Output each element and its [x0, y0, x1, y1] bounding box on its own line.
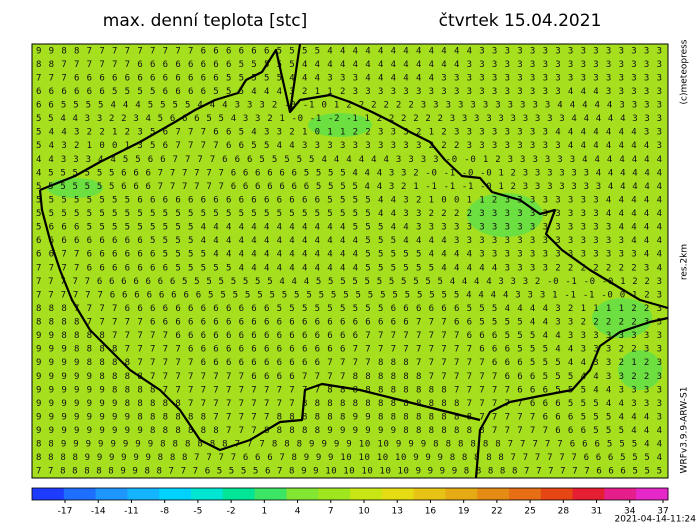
value-row: 8 8 8 7 7 7 7 6 6 6 6 6 6 6 6 6 6 6 6 5 …: [36, 304, 662, 314]
value-row: 7 7 7 6 6 6 6 6 6 6 6 6 6 6 6 5 5 5 5 5 …: [36, 73, 662, 83]
colorbar-segment: [572, 488, 605, 500]
value-row: 8 8 9 9 9 9 9 9 9 9 8 8 8 8 8 8 7 7 7 8 …: [36, 440, 662, 450]
value-row: 9 9 9 8 8 8 8 7 7 7 7 7 6 6 6 6 6 6 6 6 …: [36, 345, 662, 355]
value-row: 8 8 7 7 7 7 7 7 6 6 6 6 6 6 6 6 5 5 5 5 …: [36, 60, 662, 70]
country-border: [38, 43, 669, 479]
colorbar-tick-label: 13: [391, 507, 402, 517]
colorbar-segment: [254, 488, 287, 500]
map-date: čtvrtek 15.04.2021: [439, 11, 602, 31]
colorbar-tick-label: 28: [558, 507, 570, 517]
cold-area: [47, 178, 103, 198]
value-row: 5 6 6 6 5 5 5 5 5 5 5 5 5 4 4 4 4 4 4 4 …: [36, 223, 662, 233]
model-label: WRFv3.9.9-ARW-S1: [680, 387, 690, 474]
colorbar-tick-label: 16: [425, 507, 437, 517]
value-row: 5 4 4 3 2 2 1 2 3 5 6 7 7 7 6 6 5 4 3 3 …: [36, 128, 662, 138]
colorbar-tick-label: -17: [58, 507, 73, 517]
cold-area: [308, 113, 372, 137]
colorbar-tick-label: -5: [193, 507, 202, 517]
colorbar-tick-label: -2: [227, 507, 236, 517]
colorbar-segment: [477, 488, 510, 500]
value-row: 8 8 8 8 7 7 7 7 7 6 6 6 6 6 6 6 6 6 6 6 …: [36, 318, 662, 328]
value-row: 9 9 9 9 8 8 8 8 7 7 7 7 7 6 6 6 6 6 6 6 …: [36, 358, 662, 368]
colorbar-segment: [222, 488, 256, 500]
colorbar-tick-label: 31: [591, 507, 602, 517]
value-grid: 9 9 8 8 7 7 7 7 7 7 7 7 7 6 6 6 6 6 6 5 …: [36, 46, 662, 476]
colorbar-tick-label: 37: [657, 507, 668, 517]
copyright-label: (c)meteopress: [680, 39, 690, 104]
value-row: 6 6 5 5 5 5 4 4 4 5 5 5 5 4 4 4 3 3 3 2 …: [36, 101, 662, 111]
value-row: 9 9 9 9 9 8 8 8 8 7 7 7 7 7 7 7 7 6 6 6 …: [36, 372, 662, 382]
value-row: 9 9 8 8 7 7 7 7 7 7 7 7 7 6 6 6 6 6 6 5 …: [36, 46, 662, 56]
value-row: 5 5 4 4 3 3 2 2 3 4 5 6 6 6 5 5 4 3 3 2 …: [36, 114, 662, 124]
value-row: 5 5 5 5 5 5 5 5 5 5 5 5 5 5 5 5 5 5 5 5 …: [36, 209, 662, 219]
colorbar-segment: [381, 488, 415, 500]
colorbar-tick-label: 22: [491, 507, 502, 517]
value-row: 9 9 9 9 9 9 9 9 9 8 8 8 8 8 8 7 7 7 8 8 …: [36, 426, 662, 436]
value-row: 7 7 8 8 8 8 8 9 9 8 8 7 7 7 6 5 5 5 5 6 …: [36, 467, 662, 477]
map-title: max. denní teplota [stc]: [103, 11, 307, 31]
colorbar-tick-label: 4: [295, 507, 301, 517]
colorbar-tick-label: 19: [458, 507, 470, 517]
value-row: 5 4 3 2 1 0 0 1 3 5 6 7 7 7 7 6 6 5 5 4 …: [36, 141, 662, 151]
colorbar-segment: [413, 488, 446, 500]
colorbar-segment: [63, 488, 97, 500]
value-row: 6 6 6 6 6 6 5 5 5 5 6 6 6 6 5 5 5 4 4 4 …: [36, 87, 662, 97]
value-row: 9 9 8 8 8 8 7 7 7 7 7 6 6 6 6 6 6 6 6 6 …: [36, 331, 662, 341]
value-row: 9 9 9 9 9 9 9 8 8 8 8 8 7 7 7 7 7 7 7 7 …: [36, 399, 662, 409]
colorbar-segment: [509, 488, 542, 500]
value-row: 9 9 9 9 9 9 9 9 8 8 8 8 8 8 7 7 7 7 7 8 …: [36, 412, 662, 422]
colorbar-tick-label: -14: [91, 507, 106, 517]
colorbar-segment: [159, 488, 192, 500]
cold-area: [592, 298, 652, 338]
value-row: 4 5 5 5 5 5 5 6 6 6 7 7 7 7 7 7 6 6 6 6 …: [36, 168, 662, 178]
colorbar-tick-label: 7: [328, 507, 334, 517]
colorbar-tick-label: 25: [524, 507, 535, 517]
value-row: 5 5 5 5 5 5 5 5 6 6 6 6 6 6 6 6 6 6 6 6 …: [36, 195, 662, 205]
value-row: 7 7 7 7 7 6 6 6 6 6 6 6 5 5 5 5 5 5 5 5 …: [36, 277, 662, 287]
value-row: 9 9 9 9 9 9 8 8 8 8 7 7 7 7 7 7 7 7 7 7 …: [36, 385, 662, 395]
value-row: 6 6 6 6 6 6 6 6 6 5 5 5 5 4 4 4 4 4 4 4 …: [36, 236, 662, 246]
value-row: 8 8 8 8 9 9 9 9 9 9 8 8 8 7 7 7 7 6 6 6 …: [36, 453, 662, 463]
colorbar-segment: [636, 488, 669, 500]
colorbar-tick-label: 10: [358, 507, 370, 517]
colorbar-segment: [540, 488, 574, 500]
colorbar-frame: [31, 487, 669, 501]
colorbar-segment: [95, 488, 128, 500]
colorbar-segment: [127, 488, 160, 500]
colorbar-tick-label: 1: [261, 507, 267, 517]
colorbar-segment: [32, 488, 65, 500]
cold-area: [618, 350, 662, 390]
colorbar-segment: [604, 488, 637, 500]
colorbar: -17 -14 -11 -8 -5 -2 1 4 7 10 13 16 19 22 25 28 31 34 37: [31, 487, 669, 517]
colorbar-segment: [350, 488, 383, 500]
colorbar-segment: [318, 488, 351, 500]
value-row: 7 7 7 7 6 6 6 6 6 6 6 5 5 5 5 5 4 4 4 4 …: [36, 263, 662, 273]
value-row: 6 6 7 7 6 6 6 6 6 6 5 5 5 5 4 4 4 4 4 4 …: [36, 250, 662, 260]
value-row: 5 5 5 5 5 5 5 6 6 6 7 7 7 7 7 7 6 6 6 6 …: [36, 182, 662, 192]
resolution-label: res.2km: [680, 244, 690, 280]
colorbar-tick-label: -8: [160, 507, 169, 517]
timestamp: 2021-04-14-11:24: [615, 515, 697, 525]
colorbar-segment: [445, 488, 478, 500]
colorbar-segment: [286, 488, 319, 500]
colorbar-tick-label: -11: [124, 507, 139, 517]
value-row: 4 4 3 3 3 4 4 5 5 6 6 7 7 7 7 6 6 6 5 5 …: [36, 155, 662, 165]
colorbar-segment: [191, 488, 224, 500]
value-row: 7 7 7 7 7 7 6 6 6 6 6 6 6 6 5 5 5 5 5 5 …: [36, 290, 662, 300]
colorbar-tick-label: 34: [624, 507, 636, 517]
